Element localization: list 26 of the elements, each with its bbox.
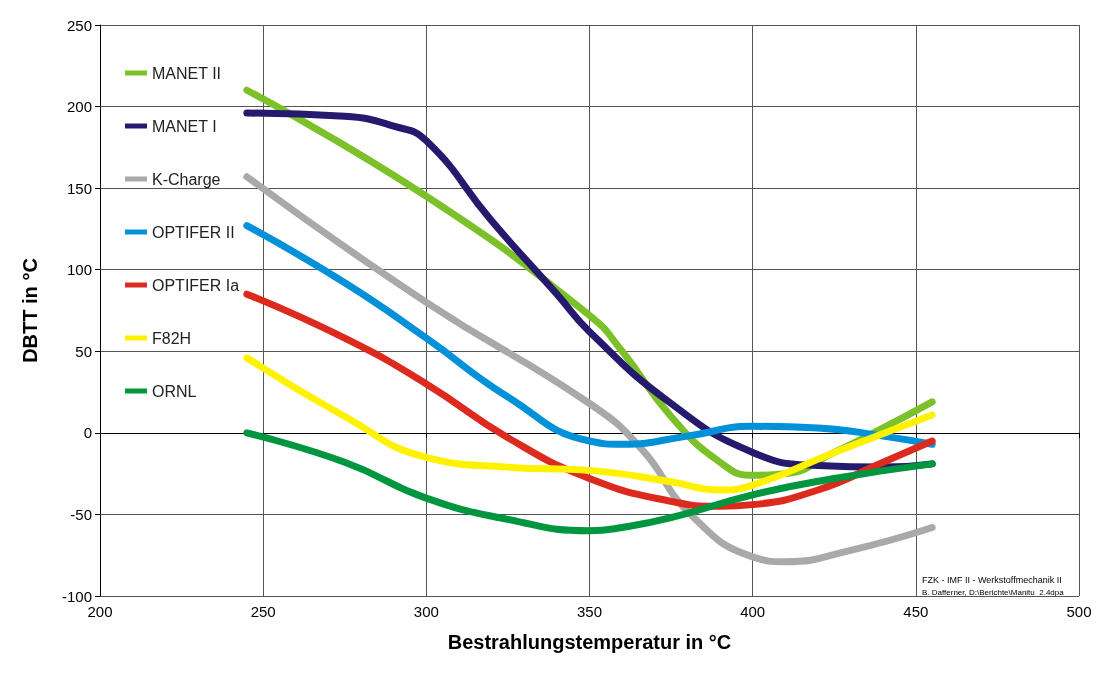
- legend-label: MANET I: [152, 117, 217, 135]
- y-tick-label: 50: [75, 342, 92, 360]
- x-tick-label: 200: [87, 603, 113, 620]
- legend-label: OPTIFER Ia: [152, 276, 240, 294]
- annotation: B. Dafferner, D:\Berichte\Manitu_2.4dpa: [922, 587, 1065, 597]
- legend-label: F82H: [152, 329, 192, 347]
- y-tick-label: -50: [70, 505, 92, 523]
- y-tick-label: -100: [61, 587, 92, 605]
- y-axis-title: DBTT in °C: [19, 258, 41, 363]
- x-tick-label: 500: [1066, 603, 1092, 620]
- y-tick-label: 100: [66, 261, 92, 279]
- x-tick-label: 300: [413, 603, 439, 620]
- y-tick-label: 250: [66, 16, 92, 34]
- x-tick-label: 400: [740, 603, 766, 620]
- x-tick-label: 350: [576, 603, 603, 620]
- legend-label: MANET II: [152, 64, 222, 82]
- legend-label: K-Charge: [152, 170, 221, 188]
- x-axis-title: Bestrahlungstemperatur in °C: [447, 631, 732, 653]
- legend-label: OPTIFER II: [152, 223, 235, 241]
- y-tick-label: 200: [66, 98, 92, 116]
- y-tick-label: 0: [83, 424, 92, 442]
- x-tick-label: 250: [250, 603, 276, 620]
- x-tick-label: 450: [903, 603, 929, 620]
- y-tick-label: 150: [66, 179, 92, 197]
- annotation: FZK - IMF II - Werkstoffmechanik II: [922, 574, 1062, 585]
- legend-label: ORNL: [152, 382, 197, 400]
